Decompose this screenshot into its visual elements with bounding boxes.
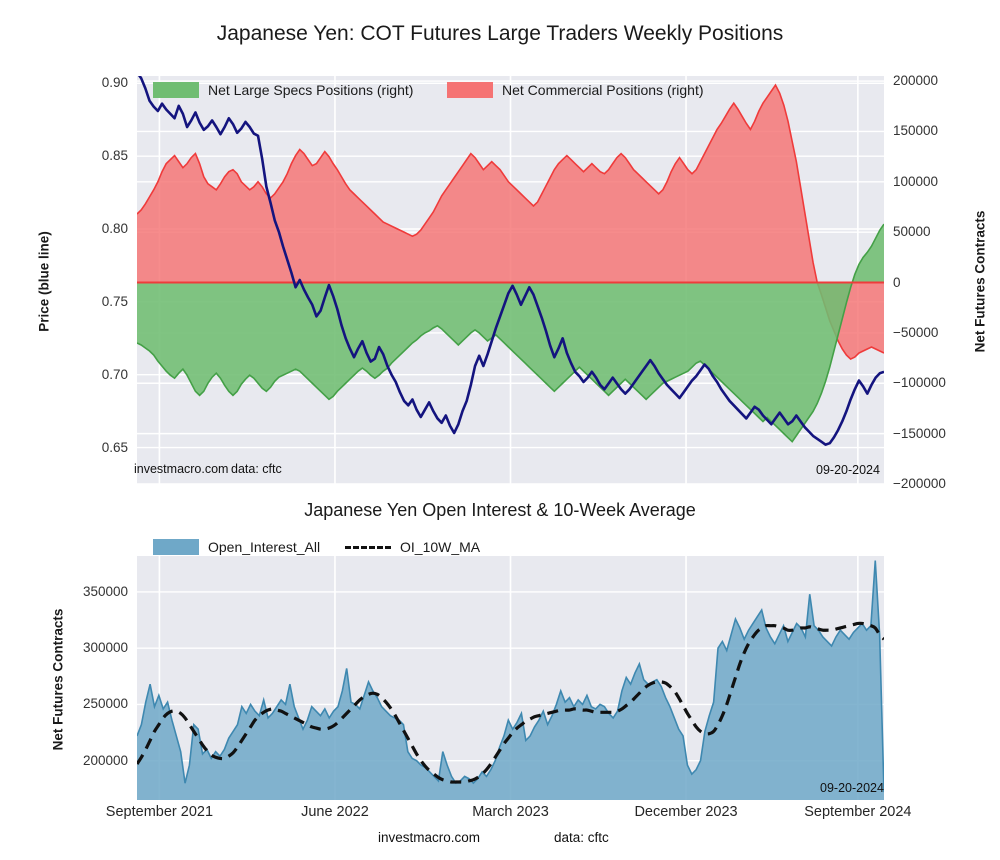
panel1-annotation-source: data: cftc (231, 462, 282, 476)
dashed-line-swatch-icon (345, 540, 391, 554)
legend-label-open-interest: Open_Interest_All (208, 539, 321, 555)
blue-swatch-icon (153, 539, 199, 555)
panel1-y-right-tick: 100000 (893, 173, 939, 189)
panel2-annotation-date: 09-20-2024 (820, 781, 884, 795)
legend-label-specs: Net Large Specs Positions (right) (208, 82, 414, 98)
legend-oi-moving-average[interactable]: OI_10W_MA (345, 539, 480, 555)
panel1-title: Japanese Yen: COT Futures Large Traders … (216, 22, 784, 45)
panel1-y-left-tick: 0.90 (101, 75, 128, 91)
panel2-y-tick: 300000 (82, 640, 128, 656)
x-axis-tick: September 2021 (105, 804, 214, 820)
x-axis-tick: June 2022 (301, 804, 369, 820)
panel1-y-left-label: Price (blue line) (36, 231, 52, 332)
panel1-y-right-tick: −50000 (893, 324, 939, 340)
panel2-y-tick: 250000 (82, 696, 128, 712)
panel2-y-tick: 350000 (82, 583, 128, 599)
green-swatch-icon (153, 82, 199, 98)
panel1-y-left-tick: 0.70 (101, 366, 128, 382)
panel1-y-left-tick: 0.75 (101, 293, 128, 309)
open-interest-svg (137, 556, 884, 800)
panel1-y-right-tick: 200000 (893, 73, 939, 89)
panel1-y-left-tick: 0.65 (101, 439, 128, 455)
panel2-y-label: Net Futures Contracts (50, 608, 66, 751)
panel2-y-tick: 200000 (82, 752, 128, 768)
legend-label-oi-ma: OI_10W_MA (400, 539, 481, 555)
footer-site: investmacro.com (378, 830, 481, 845)
panel1-annotation-date: 09-20-2024 (816, 463, 880, 477)
legend-net-large-specs[interactable]: Net Large Specs Positions (right) (153, 82, 413, 98)
panel1-y-left-tick: 0.80 (101, 221, 128, 236)
panel2-title: Japanese Yen Open Interest & 10-Week Ave… (304, 500, 696, 520)
x-axis-tick: December 2023 (634, 804, 738, 820)
cot-positions-svg (137, 76, 884, 484)
open-interest-plot (137, 556, 884, 800)
panel1-y-right-tick: −200000 (893, 476, 946, 491)
panel1-y-right-tick: 150000 (893, 123, 939, 139)
red-swatch-icon (447, 82, 493, 98)
panel1-y-right-tick: −100000 (893, 375, 946, 391)
legend-label-commercial: Net Commercial Positions (right) (502, 82, 704, 98)
panel1-y-right-tick: 0 (893, 274, 901, 290)
x-axis-tick: March 2023 (472, 804, 549, 820)
panel1-annotation-site: investmacro.com (134, 462, 229, 476)
legend-open-interest[interactable]: Open_Interest_All (153, 539, 320, 555)
panel1-y-left-tick: 0.85 (101, 148, 128, 164)
legend-net-commercial[interactable]: Net Commercial Positions (right) (447, 82, 704, 98)
panel1-y-right-tick: −150000 (893, 425, 946, 441)
panel1-y-right-tick: 50000 (893, 224, 931, 240)
footer-source: data: cftc (554, 830, 609, 845)
cot-positions-plot (137, 76, 884, 484)
x-axis-tick: September 2024 (804, 804, 912, 820)
